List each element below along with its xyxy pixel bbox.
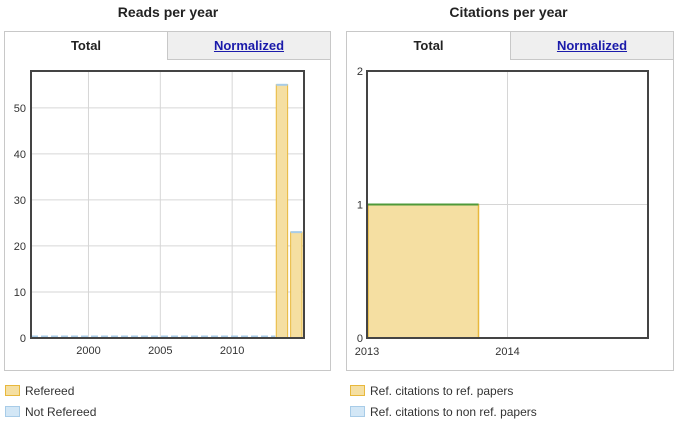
x-tick-label: 2014 [495, 346, 519, 358]
x-tick-label: 2013 [355, 346, 379, 358]
plot-frame [366, 70, 649, 339]
legend-swatch-refereed [5, 385, 20, 396]
bar-ref-to-ref [367, 203, 480, 339]
plot-frame [30, 70, 305, 339]
y-tick-label: 10 [14, 287, 26, 299]
x-tick-label: 2000 [76, 345, 100, 357]
legend-swatch-ref-to-nonref [350, 406, 365, 417]
y-tick-label: 0 [20, 333, 26, 345]
y-tick-label: 0 [357, 333, 363, 345]
y-tick-label: 50 [14, 103, 26, 115]
reads-tabs: Total Normalized [5, 32, 330, 60]
y-tick-label: 1 [357, 200, 363, 212]
legend-label-not-refereed: Not Refereed [25, 405, 97, 419]
reads-chart-title: Reads per year [117, 4, 219, 20]
legend-label-ref-to-ref: Ref. citations to ref. papers [370, 384, 514, 398]
y-tick-label: 20 [14, 241, 26, 253]
x-tick-label: 2005 [148, 345, 172, 357]
reads-tab-normalized[interactable]: Normalized [168, 32, 330, 60]
citations-tab-total[interactable]: Total [347, 32, 511, 60]
y-tick-label: 2 [357, 66, 363, 78]
citations-chart-panel: Total Normalized 2013 2014 0 1 2 [346, 31, 674, 371]
citations-chart-title: Citations per year [449, 4, 568, 20]
legend-label-ref-to-nonref: Ref. citations to non ref. papers [370, 405, 537, 419]
legend-swatch-not-refereed [5, 406, 20, 417]
reads-chart: 2000 2005 2010 0 10 20 30 40 50 [14, 70, 305, 357]
legend-swatch-ref-to-ref [350, 385, 365, 396]
y-tick-label: 30 [14, 195, 26, 207]
citations-chart: 2013 2014 0 1 2 [355, 66, 649, 358]
reads-tab-total[interactable]: Total [5, 32, 168, 60]
legend-label-refereed: Refereed [25, 384, 75, 398]
bar-refereed [275, 84, 289, 339]
reads-chart-panel: Total Normalized 2000 2005 2010 0 10 20 30 40 50 [4, 31, 331, 371]
citations-tabs: Total Normalized [347, 32, 673, 60]
x-tick-label: 2010 [220, 345, 244, 357]
citations-tab-normalized[interactable]: Normalized [511, 32, 673, 60]
bar-refereed [290, 231, 303, 339]
y-tick-label: 40 [14, 149, 26, 161]
